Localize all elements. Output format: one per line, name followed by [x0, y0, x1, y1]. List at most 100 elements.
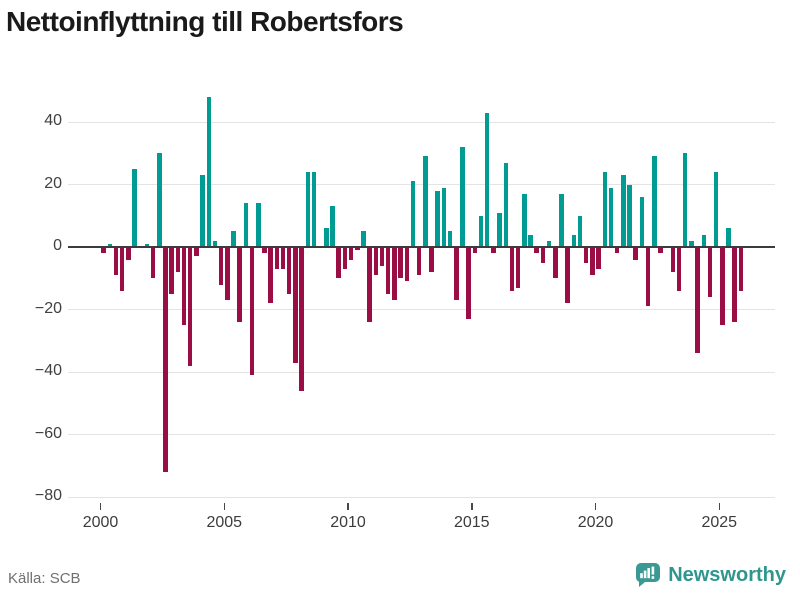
x-tick-label: 2020	[577, 514, 614, 531]
bar-negative	[695, 247, 700, 354]
bar-negative	[509, 247, 515, 291]
y-tick-label: 0	[53, 237, 62, 254]
bar-negative	[540, 247, 546, 263]
bar-negative	[119, 247, 125, 291]
bar-negative	[262, 247, 267, 254]
bar-negative	[565, 247, 570, 304]
bar-positive	[726, 228, 731, 247]
bar-positive	[324, 228, 329, 247]
brand-logo: Newsworthy	[635, 562, 786, 588]
bar-positive	[423, 156, 428, 247]
bar-negative	[367, 247, 372, 322]
bar-negative	[416, 247, 422, 276]
bar-negative	[163, 247, 168, 472]
bar-negative	[596, 247, 601, 269]
bar-positive	[701, 234, 707, 247]
gridline	[68, 496, 775, 498]
x-tick	[223, 503, 225, 510]
gridline	[68, 121, 775, 123]
bar-positive	[577, 215, 583, 247]
bar-positive	[410, 181, 416, 247]
bar-negative	[707, 247, 713, 297]
bar-negative	[429, 247, 434, 272]
bar-negative	[472, 247, 478, 254]
bar-negative	[218, 247, 224, 285]
bar-negative	[348, 247, 354, 260]
bar-negative	[590, 247, 595, 276]
gridline	[68, 434, 775, 435]
bar-negative	[293, 247, 298, 363]
bar-positive	[559, 193, 564, 247]
bar-positive	[528, 234, 533, 247]
x-tick-label: 2025	[701, 514, 738, 531]
bar-positive	[311, 172, 317, 247]
bar-negative	[398, 247, 403, 279]
bar-negative	[658, 247, 663, 254]
zero-axis-line	[68, 245, 775, 249]
bar-positive	[682, 153, 688, 247]
y-tick-label: 20	[44, 174, 62, 192]
bar-positive	[503, 162, 509, 247]
bar-negative	[614, 247, 620, 254]
bar-positive	[522, 193, 527, 247]
bar-positive	[157, 153, 162, 247]
x-tick	[594, 503, 597, 510]
x-tick	[471, 503, 473, 510]
bar-negative	[404, 247, 410, 282]
bar-positive	[107, 243, 113, 247]
bar-negative	[286, 247, 292, 294]
bar-negative	[175, 247, 181, 272]
bar-positive	[639, 197, 645, 247]
bar-positive	[132, 168, 137, 247]
bar-negative	[237, 247, 242, 322]
bar-negative	[515, 247, 521, 288]
bar-negative	[373, 247, 379, 276]
newsworthy-icon	[636, 563, 661, 587]
bar-positive	[627, 184, 632, 247]
bar-negative	[491, 247, 496, 254]
bar-negative	[645, 247, 651, 307]
y-tick-label: −80	[34, 487, 62, 504]
bar-positive	[497, 212, 502, 247]
bar-positive	[571, 234, 577, 247]
x-tick	[718, 503, 720, 510]
gridline	[68, 309, 775, 310]
bar-negative	[150, 247, 156, 279]
bar-positive	[361, 231, 366, 247]
brand-name: Newsworthy	[668, 563, 786, 586]
bar-negative	[534, 247, 539, 254]
bar-positive	[447, 231, 453, 247]
y-tick-label: −60	[34, 424, 62, 442]
bar-positive	[212, 240, 218, 247]
bar-negative	[113, 247, 119, 276]
bar-positive	[460, 147, 465, 247]
bar-positive	[435, 190, 440, 247]
bar-negative	[379, 247, 385, 266]
bar-negative	[454, 247, 459, 301]
bar-negative	[738, 247, 744, 291]
bar-negative	[336, 247, 341, 279]
bar-negative	[676, 247, 682, 291]
bar-negative	[553, 247, 558, 279]
bar-positive	[546, 240, 552, 247]
bar-positive	[602, 172, 608, 247]
bar-negative	[194, 247, 199, 257]
bar-positive	[200, 175, 205, 247]
bar-negative	[633, 247, 638, 260]
bar-positive	[478, 215, 484, 247]
bar-negative	[392, 247, 397, 301]
bar-negative	[268, 247, 273, 304]
bar-negative	[732, 247, 737, 322]
bar-negative	[583, 247, 589, 263]
y-tick-label: −40	[34, 362, 62, 379]
gridline	[68, 371, 775, 373]
x-tick	[347, 503, 349, 510]
bar-negative	[299, 247, 304, 391]
y-tick-label: 40	[44, 112, 62, 129]
bar-negative	[385, 247, 391, 294]
bar-positive	[330, 206, 335, 247]
x-tick	[99, 503, 102, 510]
y-tick-label: −20	[34, 299, 62, 317]
bar-negative	[225, 247, 230, 301]
